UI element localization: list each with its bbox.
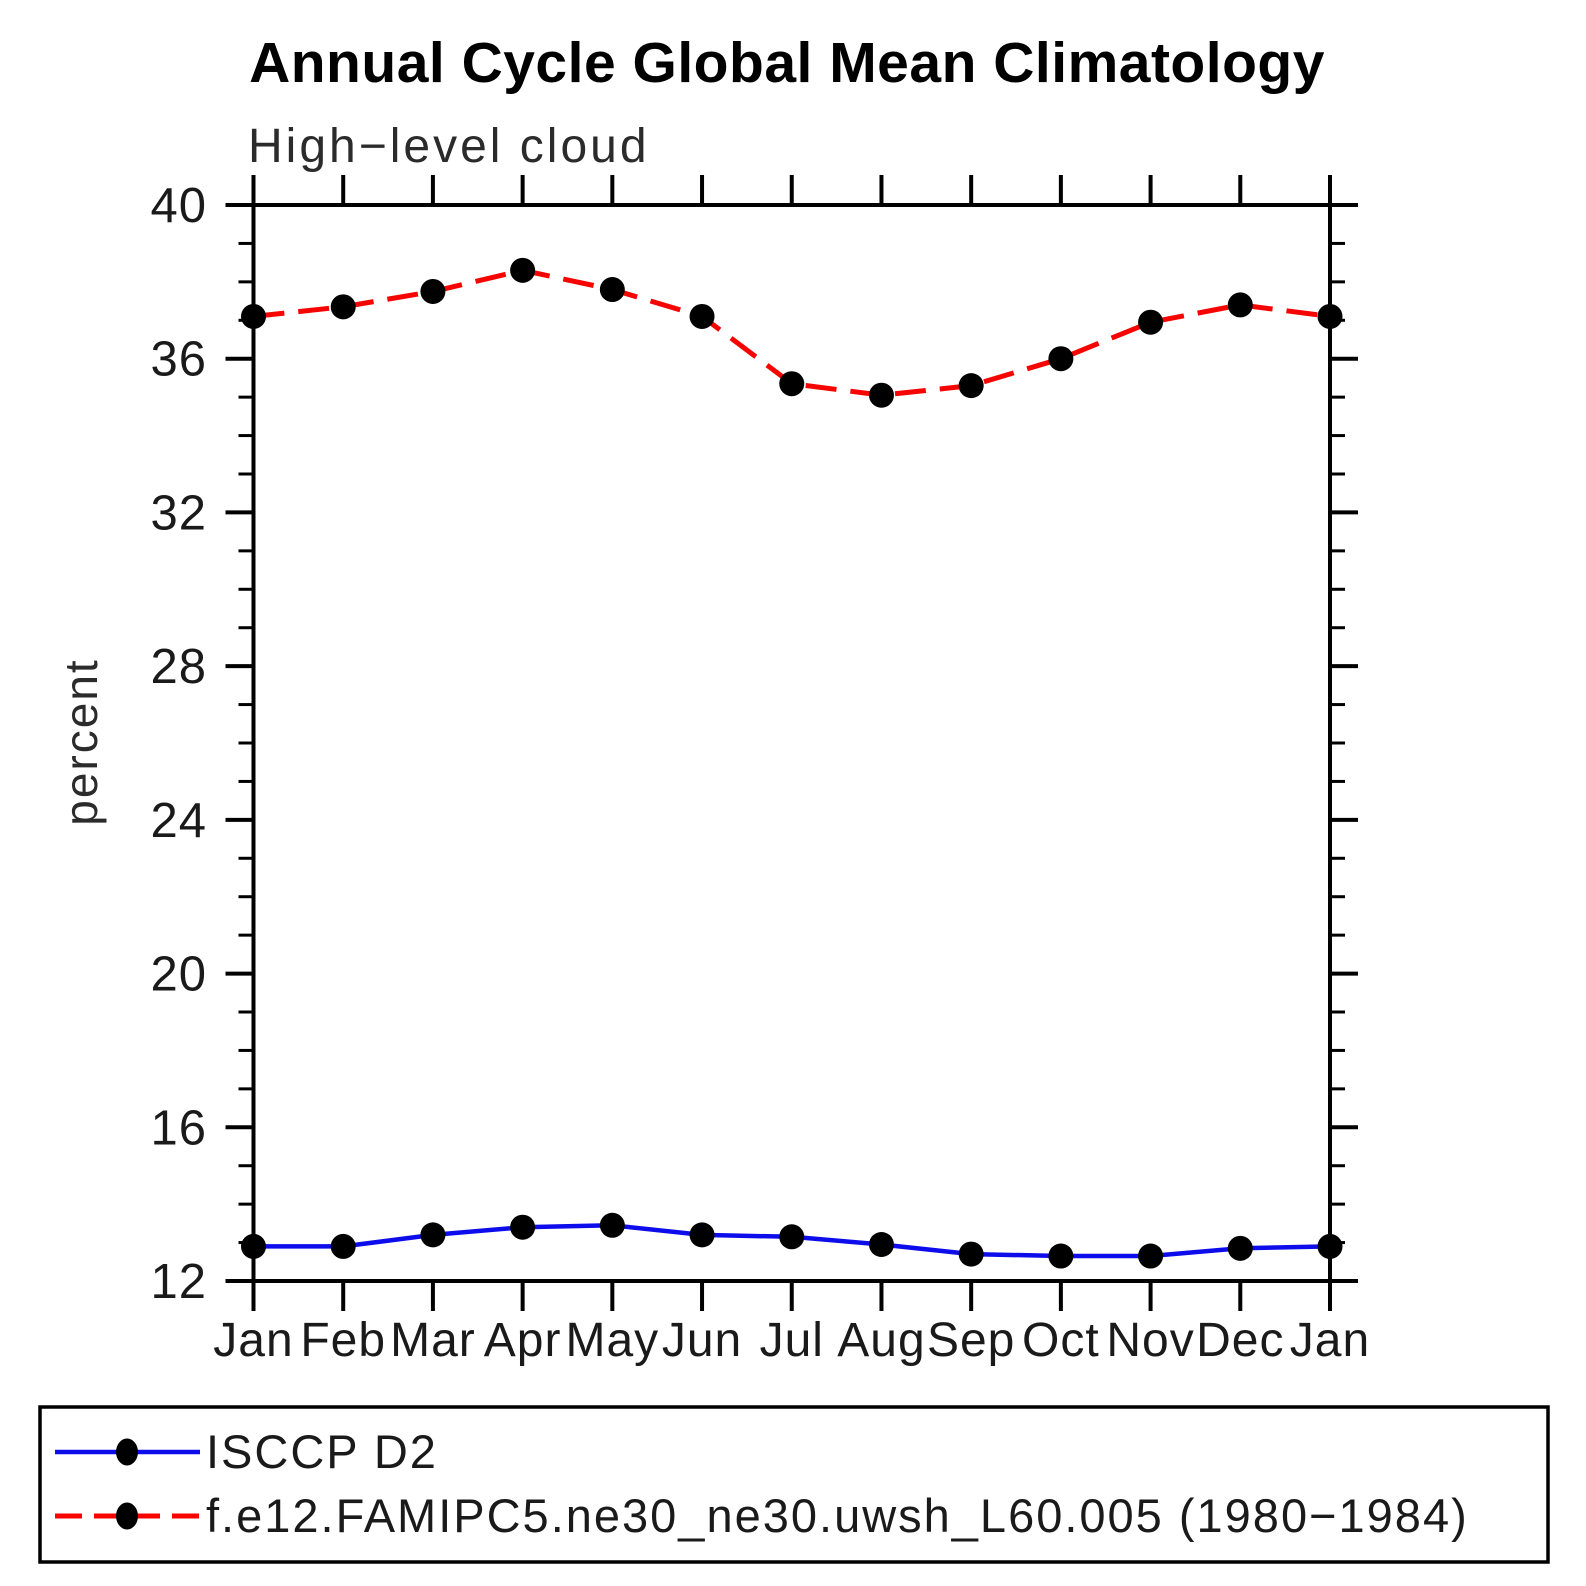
data-point [420,1222,446,1248]
x-tick-label: Oct [1022,1314,1100,1367]
data-point [689,303,715,329]
legend-label: f.e12.FAMIPC5.ne30_ne30.uwsh_L60.005 (19… [206,1489,1469,1542]
y-tick-label: 28 [150,640,207,694]
data-point [1138,1243,1164,1269]
data-point [599,277,625,303]
data-point [510,1214,536,1240]
data-point [1227,292,1253,318]
y-tick-label: 24 [150,794,207,848]
data-point [1138,309,1164,335]
x-tick-label: Jul [760,1314,824,1367]
x-tick-label: Sep [927,1314,1015,1367]
x-tick-label: Aug [837,1314,925,1367]
data-point [1317,303,1343,329]
y-tick-label: 16 [150,1101,207,1155]
chart-subtitle: High−level cloud [248,120,650,173]
legend-frame [38,1405,1550,1564]
data-point [868,382,894,408]
data-point [868,1231,894,1257]
x-tick-label: Nov [1106,1314,1194,1367]
x-tick-label: Mar [390,1314,476,1367]
y-tick-label: 36 [150,333,207,387]
plot-area: Jan Feb Mar Apr May Jun Jul Aug Sep Oct Nov Dec Jan1… [150,175,1370,1367]
legend-marker [116,1502,138,1530]
data-point [330,294,356,320]
legend-box: ISCCP D2 f.e12.FAMIPC5.ne30_ne30.uwsh_L60… [38,1405,1550,1564]
data-point [599,1212,625,1238]
x-tick-label: Jan [213,1314,293,1367]
data-point [330,1233,356,1259]
plot-frame [251,203,1332,1283]
y-tick-label: 12 [150,1255,207,1309]
y-axis-label: percent [55,658,107,825]
x-tick-label: Feb [300,1314,386,1367]
data-point [241,1233,266,1259]
data-point [779,371,805,397]
x-tick-label: May [565,1314,659,1367]
data-point [420,278,446,304]
legend-label: ISCCP D2 [206,1425,438,1478]
data-point [958,1241,984,1267]
y-tick-label: 20 [150,948,207,1002]
data-point [1227,1235,1253,1261]
y-tick-label: 40 [150,179,207,233]
data-point [510,257,536,283]
legend-marker [116,1438,138,1466]
data-point [1048,346,1074,372]
data-point [779,1224,805,1250]
x-tick-label: Jan [1290,1314,1370,1367]
data-point [689,1222,715,1248]
x-tick-label: Dec [1196,1314,1284,1367]
x-tick-label: Apr [484,1314,562,1367]
x-tick-label: Jun [662,1314,742,1367]
data-point [1317,1233,1343,1259]
chart-title: Annual Cycle Global Mean Climatology [249,31,1325,95]
data-point [958,373,984,399]
data-point [241,303,266,329]
data-point [1048,1243,1074,1269]
y-tick-label: 32 [150,486,207,540]
